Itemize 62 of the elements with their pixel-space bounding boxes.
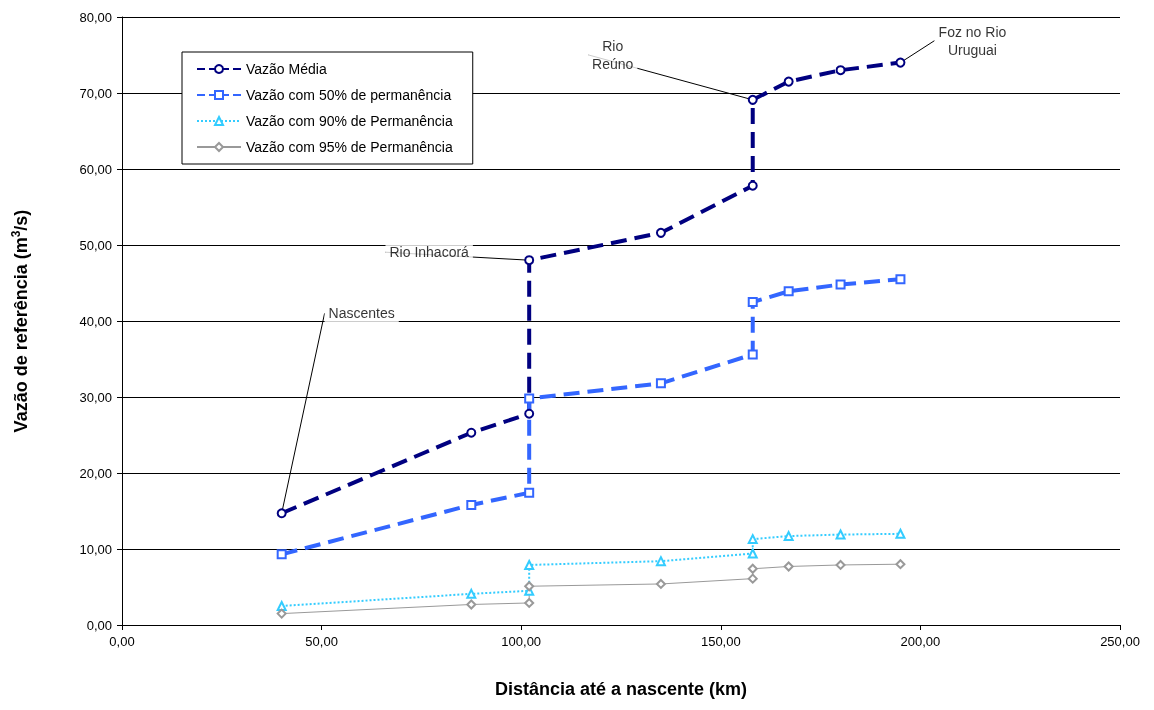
point — [747, 563, 758, 574]
y-tick-label: 40,00 — [79, 313, 112, 329]
annotation: Rio Inhacorá — [389, 244, 470, 261]
point — [524, 559, 535, 570]
point — [835, 529, 846, 540]
point — [895, 559, 906, 570]
legend-label: Vazão Média — [246, 61, 327, 77]
y-tick-label: 0,00 — [86, 617, 112, 633]
point — [747, 94, 758, 105]
point — [524, 393, 535, 404]
point — [276, 608, 287, 619]
y-tick-label: 70,00 — [79, 85, 112, 101]
point — [835, 559, 846, 570]
point — [524, 487, 535, 498]
y-tick-label: 60,00 — [79, 161, 112, 177]
y-tick-label: 30,00 — [79, 389, 112, 405]
point — [524, 581, 535, 592]
point — [747, 180, 758, 191]
point — [783, 76, 794, 87]
x-tick-label: 250,00 — [1100, 634, 1140, 649]
point — [466, 499, 477, 510]
x-tick-label: 100,00 — [501, 634, 542, 649]
legend-label: Vazão com 50% de permanência — [246, 87, 452, 103]
y-axis-title: Vazão de referência (m3/s) — [9, 209, 31, 433]
point — [466, 588, 477, 599]
x-axis-title: Distância até a nascente (km) — [494, 679, 748, 699]
annotation: Nascentes — [328, 305, 395, 322]
point — [524, 597, 535, 608]
y-tick-label: 50,00 — [79, 237, 112, 253]
point — [895, 57, 906, 68]
x-tick-label: 150,00 — [700, 634, 741, 649]
point — [895, 274, 906, 285]
point — [895, 528, 906, 539]
point — [783, 286, 794, 297]
annotation: Foz no Rio Uruguai — [938, 23, 1007, 58]
point — [835, 279, 846, 290]
point — [747, 349, 758, 360]
point — [655, 227, 666, 238]
y-tick-label: 10,00 — [79, 541, 112, 557]
point — [655, 378, 666, 389]
point — [276, 508, 287, 519]
legend-label: Vazão com 95% de Permanência — [246, 139, 453, 155]
point — [835, 65, 846, 76]
point — [783, 561, 794, 572]
x-tick-label: 0,00 — [109, 634, 135, 649]
point — [747, 534, 758, 545]
y-tick-label: 20,00 — [79, 465, 112, 481]
point — [524, 408, 535, 419]
point — [747, 297, 758, 307]
point — [276, 549, 287, 560]
point — [747, 548, 758, 559]
point — [655, 578, 666, 589]
point — [466, 599, 477, 610]
legend-label: Vazão com 90% de Permanência — [246, 113, 453, 129]
point — [524, 255, 535, 266]
y-tick-label: 80,00 — [79, 9, 112, 25]
point — [747, 573, 758, 584]
point — [466, 427, 477, 438]
x-tick-label: 50,00 — [305, 634, 338, 649]
annotation: Rio Reúno — [592, 37, 634, 72]
point — [655, 556, 666, 567]
x-tick-label: 200,00 — [900, 634, 941, 649]
